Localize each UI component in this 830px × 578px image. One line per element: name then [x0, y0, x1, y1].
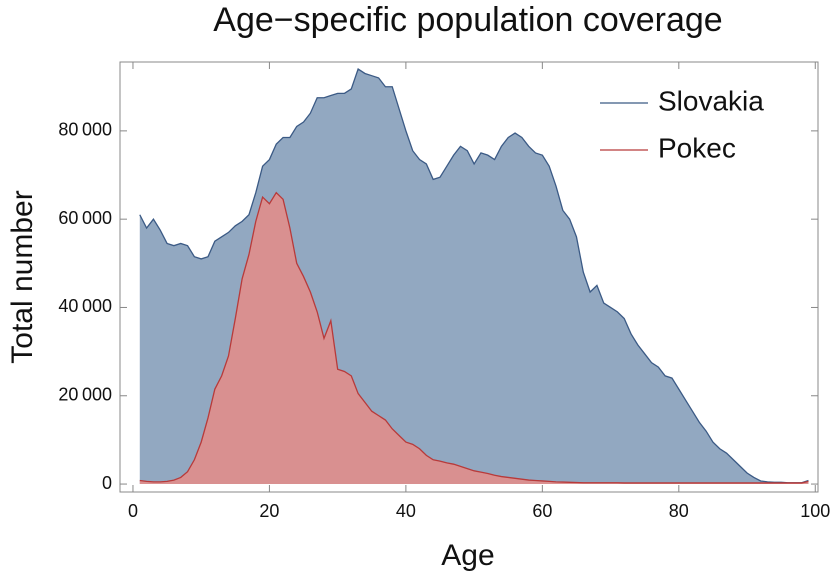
y-tick-label: 0 [102, 473, 112, 493]
chart-title: Age−specific population coverage [213, 1, 722, 39]
area-line [139, 68, 809, 484]
legend-label: Slovakia [658, 85, 764, 116]
x-tick-label: 40 [396, 501, 416, 521]
area-line [139, 191, 809, 484]
legend-label: Pokec [658, 132, 736, 163]
area-fill [139, 192, 809, 485]
x-tick-label: 80 [669, 501, 689, 521]
x-tick-label: 0 [128, 501, 138, 521]
plot-frame [119, 61, 819, 493]
x-axis-label: Age [441, 539, 494, 572]
y-axis-label: Total number [6, 190, 39, 363]
x-tick-label: 100 [800, 501, 830, 521]
y-tick-label: 20 000 [58, 385, 112, 405]
y-tick-label: 60 000 [58, 208, 112, 228]
x-tick-label: 20 [259, 501, 279, 521]
y-tick-label: 80 000 [58, 120, 112, 140]
y-tick-label: 40 000 [58, 296, 112, 316]
x-tick-label: 60 [532, 501, 552, 521]
